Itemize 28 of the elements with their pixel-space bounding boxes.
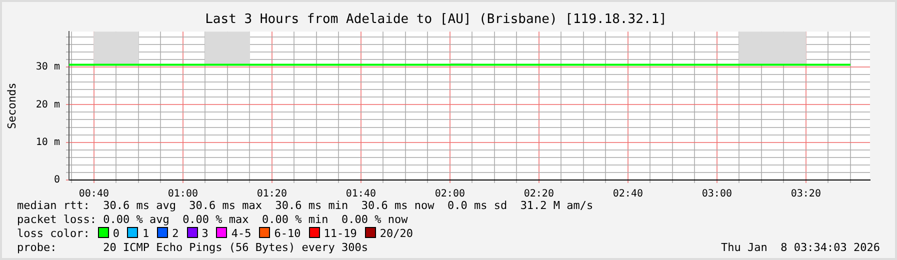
x-tick-label: 02:20: [524, 188, 554, 200]
x-tick-label: 01:20: [256, 188, 287, 200]
text: 20/20: [380, 227, 413, 240]
x-tick-label: 01:40: [346, 188, 376, 200]
y-tick-label: 0: [54, 174, 60, 186]
y-tick-label: 20 m: [36, 99, 60, 110]
chart-title: Last 3 Hours from Adelaide to [AU] (Brisbane) [119.18.32.1]: [205, 12, 667, 28]
x-tick-label: 03:00: [702, 188, 732, 200]
text: packet loss: 0.00 % avg 0.00 % max 0.00 % min 0.00 % now: [17, 213, 408, 226]
y-tick-label: 30 m: [36, 62, 60, 73]
text: 1: [142, 227, 150, 240]
text: 11-19: [324, 227, 357, 240]
text: 4-5: [231, 227, 252, 240]
text: 3: [202, 227, 208, 240]
text: loss color:: [17, 227, 90, 240]
x-tick-label: 02:00: [434, 188, 465, 200]
x-tick-label: 03:20: [790, 188, 821, 200]
text: probe: 20 ICMP Echo Pings (56 Bytes) every 300s: [17, 241, 368, 254]
text: 0: [112, 227, 120, 240]
x-tick-label: 00:40: [78, 188, 109, 200]
y-tick-label: 10 m: [36, 136, 60, 148]
x-tick-label: 02:40: [612, 188, 643, 200]
x-tick-label: 01:00: [168, 188, 198, 200]
text: Thu Jan 8 03:34:03 2026: [721, 241, 880, 254]
text: 6-10: [274, 227, 301, 240]
y-axis-title: Seconds: [5, 82, 18, 129]
text: median rtt: 30.6 ms avg 30.6 ms max 30.6 ms min 30.6 ms now 0.0 ms sd 31.2 M am/s: [17, 199, 594, 212]
text: 2: [172, 227, 179, 240]
